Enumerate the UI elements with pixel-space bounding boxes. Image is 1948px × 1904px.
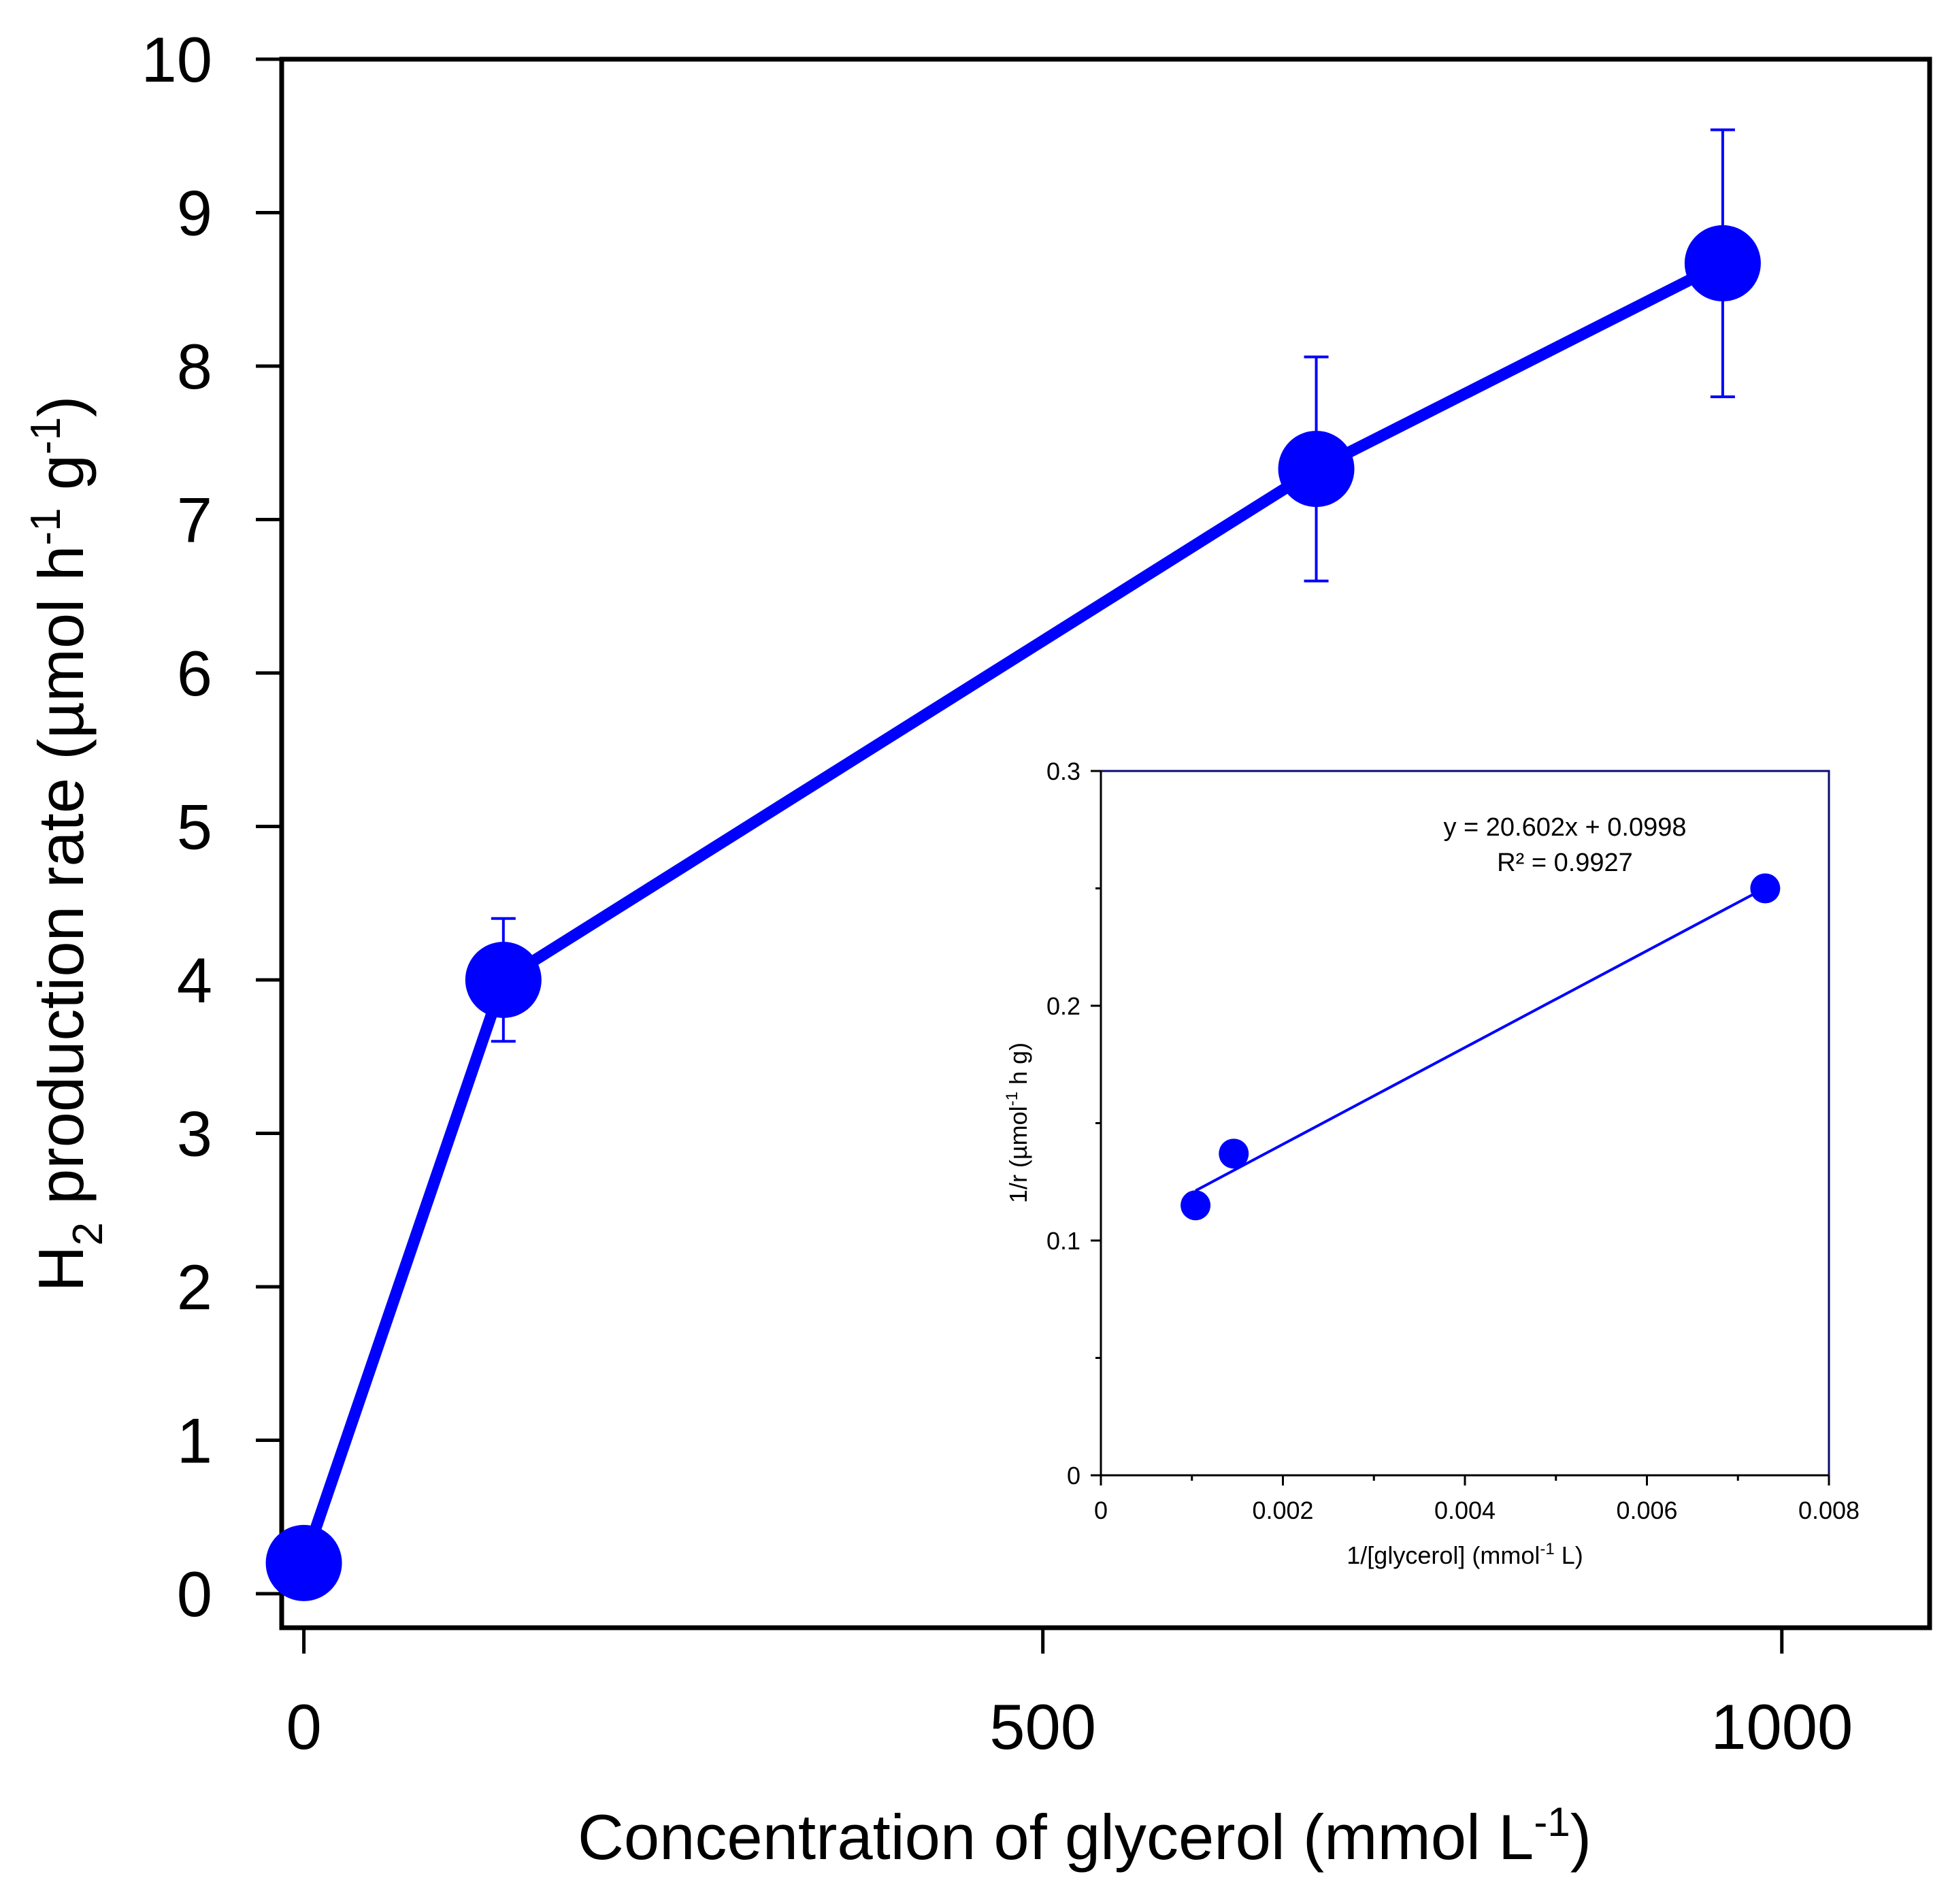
main-y-tick-label: 2 — [177, 1251, 212, 1323]
main-data-point — [265, 1524, 342, 1601]
inset-x-tick-label: 0.004 — [1434, 1496, 1496, 1524]
main-y-tick-label: 6 — [177, 638, 212, 709]
inset-y-tick-label: 0 — [1067, 1462, 1080, 1490]
main-series-group — [265, 128, 1761, 1601]
main-data-point — [1684, 225, 1761, 301]
inset-data-point — [1219, 1138, 1249, 1169]
inset-fit-equation: y = 20.602x + 0.0998 — [1443, 813, 1686, 842]
inset-y-axis: 0 0.1 0.2 0.3 — [1046, 757, 1101, 1490]
inset-data-point — [1750, 873, 1781, 904]
main-x-tick-label: 500 — [989, 1691, 1096, 1762]
main-x-axis: 0 500 1000 — [286, 1628, 1853, 1762]
main-plot-frame — [279, 56, 1932, 1630]
inset-series-group — [1181, 873, 1781, 1221]
inset-x-axis-label: 1/[glycerol] (mmol-1 L) — [1347, 1540, 1583, 1569]
main-x-axis-label: Concentration of glycerol (mmol L-1) — [578, 1799, 1591, 1873]
main-y-tick-label: 4 — [177, 945, 212, 1016]
inset-x-tick-label: 0 — [1094, 1496, 1108, 1524]
main-data-point — [1278, 431, 1355, 508]
inset-y-tick-label: 0.3 — [1046, 757, 1080, 785]
inset-x-axis: 0 0.002 0.004 0.006 0.008 — [1094, 1475, 1860, 1524]
inset-fit-r-squared: R² = 0.9927 — [1497, 849, 1633, 877]
main-x-tick-label: 1000 — [1711, 1691, 1853, 1762]
inset-y-tick-label: 0.1 — [1046, 1227, 1080, 1255]
inset-x-tick-label: 0.002 — [1252, 1496, 1313, 1524]
main-y-tick-label: 10 — [141, 24, 212, 95]
inset-fit-line — [1195, 887, 1766, 1192]
main-y-tick-label: 8 — [177, 331, 212, 402]
inset-background — [1101, 771, 1829, 1475]
main-y-axis-label: H2 production rate (µmol h-1 g-1) — [22, 396, 112, 1292]
main-x-tick-label: 0 — [286, 1691, 321, 1762]
main-series-line — [298, 258, 1726, 1565]
inset-x-tick-label: 0.008 — [1798, 1496, 1860, 1524]
main-y-axis: 0 1 2 3 4 5 6 7 8 9 10 — [141, 24, 282, 1630]
inset-data-point — [1181, 1190, 1211, 1221]
inset-y-axis-label: 1/r (µmol-1 h g) — [1003, 1043, 1032, 1203]
inset-y-tick-label: 0.2 — [1046, 992, 1080, 1020]
main-y-tick-label: 5 — [177, 791, 212, 863]
inset-x-tick-label: 0.006 — [1616, 1496, 1677, 1524]
main-y-tick-label: 1 — [177, 1405, 212, 1477]
main-y-tick-label: 3 — [177, 1098, 212, 1170]
main-data-point — [465, 942, 542, 1018]
main-y-tick-label: 7 — [177, 485, 212, 556]
main-y-tick-label: 0 — [177, 1558, 212, 1630]
main-y-tick-label: 9 — [177, 178, 212, 249]
